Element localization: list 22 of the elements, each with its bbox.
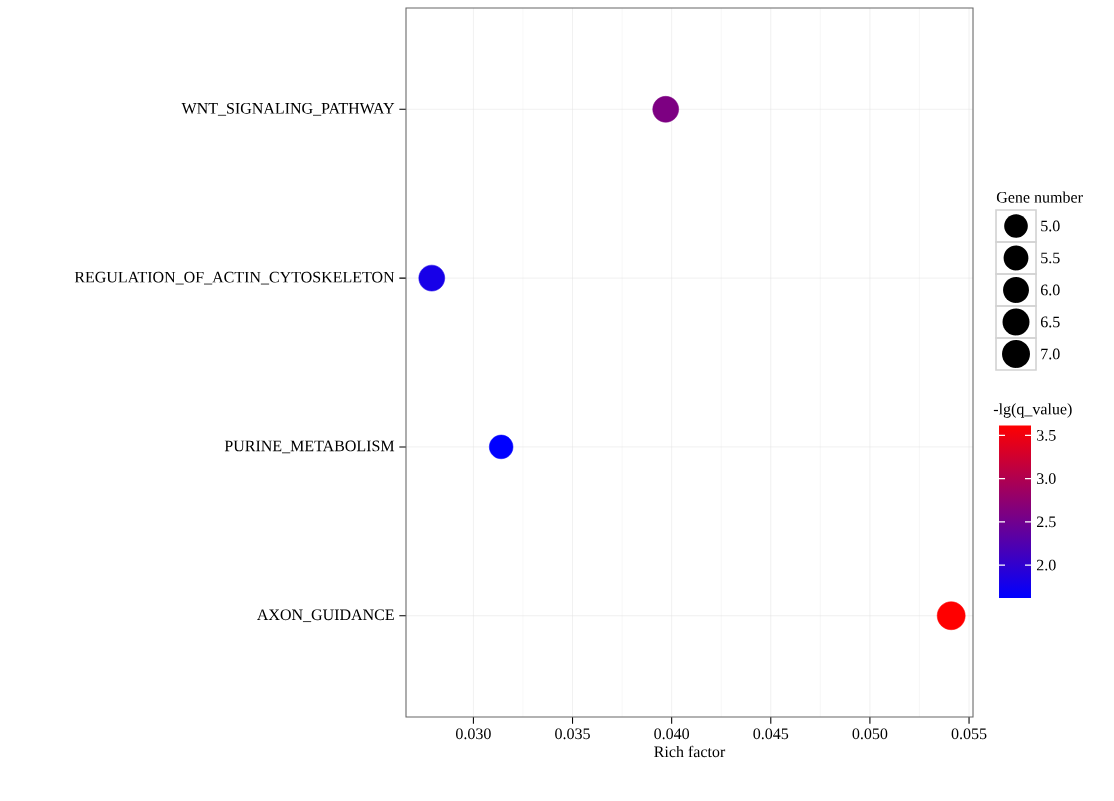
legend-label: 6.0 (1040, 284, 1060, 296)
color-bar-label: 3.0 (1037, 473, 1056, 485)
legend-label: 6.5 (1040, 316, 1060, 328)
color-bar-label: 2.0 (1036, 559, 1056, 571)
x-tick-label: 0.040 (654, 728, 690, 740)
x-axis-title: Rich factor (654, 745, 726, 758)
legend-label: 5.0 (1041, 220, 1060, 232)
x-tick-label: 0.030 (456, 728, 491, 740)
color-bar-label: 2.5 (1036, 516, 1056, 528)
y-tick-label: WNT_SIGNALING_PATHWAY (181, 102, 395, 116)
y-tick-label: AXON_GUIDANCE (257, 609, 394, 623)
y-tick-label: REGULATION_OF_ACTIN_CYTOSKELETON (74, 271, 395, 285)
legend-label: 7.0 (1041, 348, 1060, 360)
x-tick-label: 0.045 (753, 728, 789, 740)
x-tick-label: 0.050 (852, 728, 888, 740)
legend-label: 5.5 (1041, 252, 1060, 264)
legend-title: Gene number (996, 191, 1083, 203)
x-tick-label: 0.055 (951, 728, 987, 740)
color-bar-title: -lg(q_value) (993, 403, 1072, 418)
y-tick-label: PURINE_METABOLISM (224, 440, 395, 454)
x-tick-label: 0.035 (555, 728, 590, 740)
color-bar-label: 3.5 (1037, 429, 1056, 441)
